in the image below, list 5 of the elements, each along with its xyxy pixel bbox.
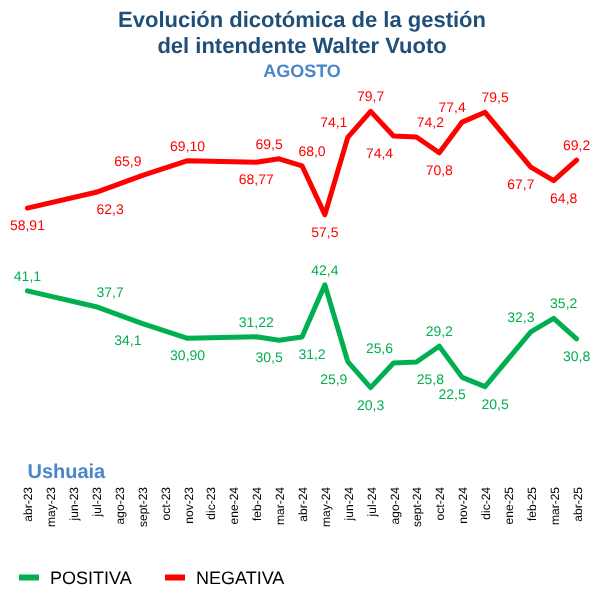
text: Ushuaia [27, 462, 107, 484]
chart-subtitle: AGOSTO [263, 61, 341, 82]
legend-label: NEGATIVA [196, 567, 285, 588]
legend-label: POSITIVA [50, 567, 132, 588]
chart-title: Evolución dicotómica de la gestión del intendente Walter Vuoto [118, 9, 487, 60]
